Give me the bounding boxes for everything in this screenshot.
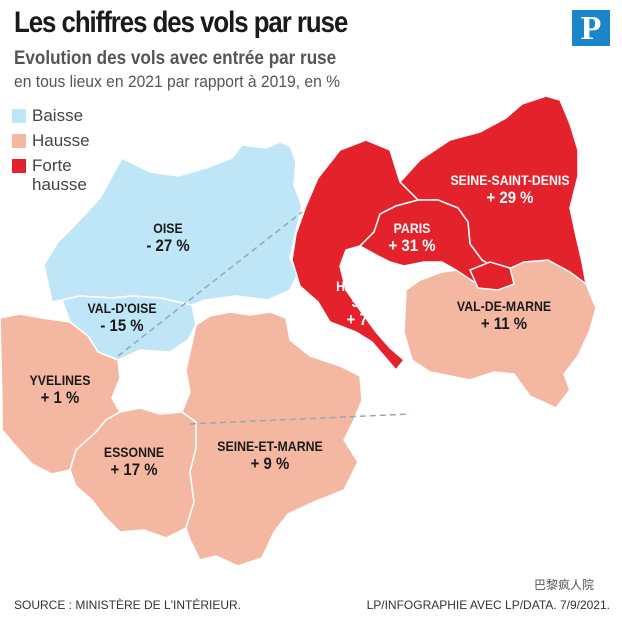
label-essonne: ESSONNE + 17 % xyxy=(104,444,164,480)
label-oise: OISE - 27 % xyxy=(146,220,189,256)
legend-item-baisse: Baisse xyxy=(12,106,122,125)
region-value: + 31 % xyxy=(388,236,436,256)
region-name: VAL-DE-MARNE xyxy=(456,298,552,314)
subtitle-detail: en tous lieux en 2021 par rapport à 2019… xyxy=(14,72,341,91)
le-parisien-logo: P xyxy=(572,10,610,47)
paris-woods xyxy=(468,261,515,291)
region-value: + 17 % xyxy=(110,460,158,480)
region-value: + 29 % xyxy=(486,188,534,208)
label-seine-et-marne: SEINE-ET-MARNE + 9 % xyxy=(217,438,322,474)
region-value: + 70 % xyxy=(346,310,394,330)
region-value: + 1 % xyxy=(40,388,80,408)
legend-label: Baisse xyxy=(32,106,84,125)
label-hauts-de-seine: HAUTS-DE-SEINE + 70 % xyxy=(335,278,405,330)
region-value: + 9 % xyxy=(250,454,290,474)
legend-item-forte-hausse: Forte hausse xyxy=(12,156,122,194)
label-val-d-oise: VAL-D'OISE - 15 % xyxy=(87,300,156,336)
legend-item-hausse: Hausse xyxy=(12,131,122,150)
legend: Baisse Hausse Forte hausse xyxy=(12,106,122,200)
credit-note: LP/INFOGRAPHIE AVEC LP/DATA. 7/9/2021. xyxy=(366,598,610,612)
region-seine-et-marne xyxy=(181,311,363,567)
legend-swatch-hausse xyxy=(12,134,26,148)
region-name: SEINE-ET-MARNE xyxy=(217,438,323,454)
page-title: Les chiffres des vols par ruse xyxy=(14,6,348,39)
region-name: VAL-D'OISE xyxy=(87,300,157,316)
region-name: OISE xyxy=(153,220,183,236)
source-note: SOURCE : MINISTÈRE DE L'INTÉRIEUR. xyxy=(14,598,241,612)
region-name: HAUTS-DE-SEINE xyxy=(336,278,404,311)
region-value: + 11 % xyxy=(480,314,528,334)
region-name: ESSONNE xyxy=(103,444,165,460)
watermark: 巴黎疯人院 xyxy=(534,578,595,592)
legend-label: Forte hausse xyxy=(32,156,87,194)
label-val-de-marne: VAL-DE-MARNE + 11 % xyxy=(457,298,551,334)
region-name: YVELINES xyxy=(29,372,91,388)
region-name: SEINE-SAINT-DENIS xyxy=(450,172,570,188)
label-yvelines: YVELINES + 1 % xyxy=(30,372,91,408)
label-paris: PARIS + 31 % xyxy=(389,220,436,256)
legend-label: Hausse xyxy=(32,131,90,150)
subtitle: Evolution des vols avec entrée par ruse xyxy=(14,48,337,69)
region-name: PARIS xyxy=(393,220,431,236)
label-seine-saint-denis: SEINE-SAINT-DENIS + 29 % xyxy=(450,172,569,208)
region-value: - 27 % xyxy=(146,236,190,256)
legend-swatch-forte-hausse xyxy=(12,159,26,173)
zoom-guide-line xyxy=(117,211,303,357)
legend-swatch-baisse xyxy=(12,109,26,123)
region-value: - 15 % xyxy=(100,316,144,336)
zoom-guide-line xyxy=(189,413,411,425)
